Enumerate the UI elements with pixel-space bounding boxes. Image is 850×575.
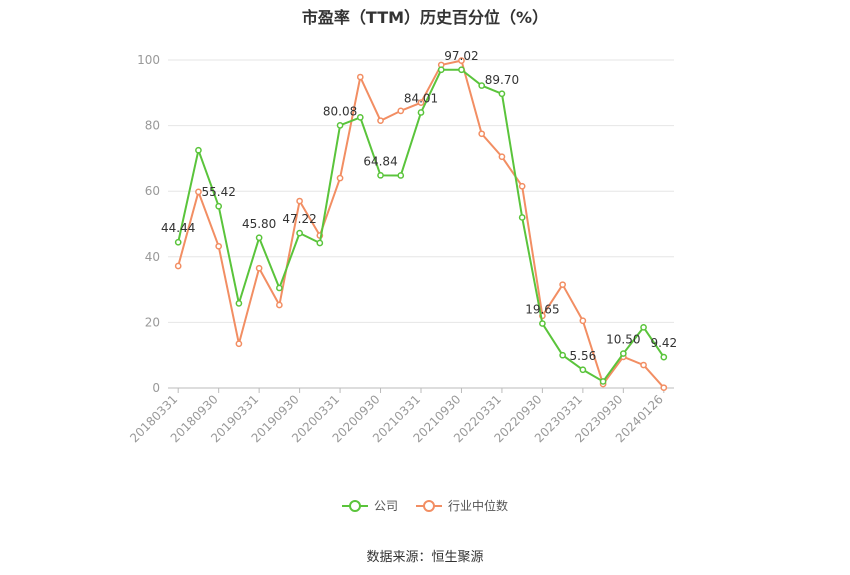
- data-point-industry-median: [336, 174, 344, 182]
- y-tick-label: 100: [137, 53, 160, 67]
- data-point-industry-median: [579, 317, 587, 325]
- data-point-company: [559, 351, 566, 359]
- data-point-company: [276, 284, 283, 292]
- data-point-company: [660, 353, 668, 361]
- data-source-note: 数据来源：恒生聚源: [366, 550, 484, 565]
- data-point-industry-median: [518, 182, 526, 190]
- data-label: 44.44: [161, 221, 195, 235]
- data-point-company: [498, 90, 506, 98]
- data-point-company: [235, 300, 243, 307]
- data-point-company: [255, 234, 263, 242]
- data-point-industry-median: [498, 153, 506, 161]
- data-point-industry-median: [195, 188, 202, 196]
- y-tick-label: 40: [145, 250, 160, 264]
- data-point-company: [195, 146, 202, 154]
- chart-title: 市盈率（TTM）历史百分位（%）: [301, 8, 549, 27]
- legend-marker-industry-median: [416, 499, 442, 512]
- data-point-company: [174, 238, 182, 246]
- data-point-industry-median: [296, 197, 303, 205]
- legend: 公司 行业中位数: [0, 497, 850, 514]
- data-point-industry-median: [215, 242, 223, 250]
- data-point-industry-median: [559, 281, 566, 289]
- data-label: 89.70: [485, 73, 519, 87]
- data-point-industry-median: [377, 117, 384, 125]
- data-point-company: [437, 66, 445, 74]
- legend-marker-company: [341, 499, 368, 512]
- legend-label-industry-median: 行业中位数: [448, 499, 509, 513]
- data-label: 45.80: [242, 217, 276, 231]
- data-label: 84.01: [404, 91, 438, 105]
- data-point-company: [539, 320, 546, 327]
- data-point-company: [377, 171, 384, 179]
- data-label: 80.08: [323, 104, 357, 118]
- data-point-company: [640, 323, 647, 331]
- data-label: 64.84: [363, 154, 397, 168]
- y-tick-label: 20: [145, 315, 160, 329]
- data-point-industry-median: [478, 130, 486, 138]
- data-point-company: [397, 172, 405, 179]
- data-point-company: [599, 378, 607, 385]
- y-tick-label: 80: [145, 119, 160, 133]
- data-point-industry-median: [458, 57, 465, 65]
- legend-label-company: 公司: [373, 499, 398, 513]
- legend-item-company[interactable]: 公司: [341, 497, 398, 514]
- data-point-company: [316, 239, 324, 247]
- data-label: 5.56: [570, 349, 597, 363]
- data-point-company: [296, 229, 303, 237]
- data-label: 55.42: [201, 185, 235, 199]
- data-point-company: [356, 114, 364, 121]
- data-point-industry-median: [640, 361, 647, 369]
- data-point-company: [215, 202, 223, 210]
- data-point-company: [619, 350, 627, 357]
- y-tick-label: 60: [145, 184, 160, 198]
- data-point-company: [478, 82, 486, 89]
- legend-item-industry-median[interactable]: 行业中位数: [416, 497, 508, 514]
- data-label: 9.42: [650, 336, 677, 350]
- data-point-industry-median: [397, 107, 405, 115]
- data-point-industry-median: [417, 99, 425, 106]
- data-label: 97.02: [444, 49, 478, 63]
- data-point-industry-median: [356, 73, 364, 81]
- data-label: 47.22: [282, 212, 316, 226]
- data-point-company: [336, 121, 344, 129]
- data-point-company: [458, 66, 465, 74]
- data-label: 10.50: [606, 333, 640, 347]
- data-point-industry-median: [660, 384, 668, 392]
- data-point-industry-median: [276, 301, 283, 309]
- y-tick-label: 0: [152, 381, 160, 395]
- data-point-industry-median: [255, 264, 263, 272]
- data-point-company: [579, 366, 587, 374]
- data-label: 19.65: [525, 303, 559, 317]
- data-point-industry-median: [235, 340, 243, 348]
- data-point-industry-median: [174, 262, 182, 270]
- data-point-company: [417, 109, 425, 116]
- data-point-company: [518, 214, 526, 221]
